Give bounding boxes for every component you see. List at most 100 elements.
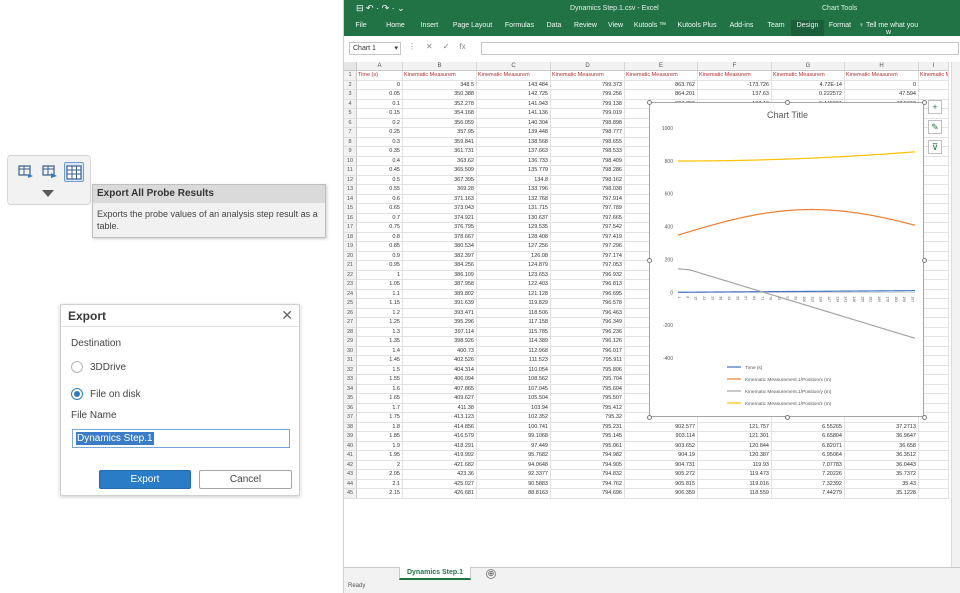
table-cell[interactable]: 418.291 — [403, 441, 477, 451]
radio-file-on-disk[interactable]: File on disk — [71, 388, 141, 400]
table-cell[interactable]: 902.577 — [625, 422, 698, 432]
column-header[interactable]: A — [357, 62, 403, 71]
cancel-icon[interactable]: ✕ — [426, 42, 433, 51]
table-cell[interactable]: 798.533 — [551, 147, 625, 157]
table-cell[interactable]: 1.7 — [357, 403, 403, 413]
radio-circle[interactable] — [71, 361, 83, 373]
table-cell[interactable]: 0.55 — [357, 185, 403, 195]
close-icon[interactable]: ✕ — [281, 307, 293, 323]
table-cell[interactable]: 421.682 — [403, 460, 477, 470]
empty-cell[interactable] — [919, 147, 949, 157]
table-cell[interactable]: 796.126 — [551, 337, 625, 347]
table-cell[interactable]: 2 — [357, 460, 403, 470]
table-cell[interactable] — [698, 413, 772, 423]
table-cell[interactable]: 348.5 — [403, 80, 477, 90]
table-cell[interactable]: 395.296 — [403, 318, 477, 328]
table-cell[interactable]: 0.6 — [357, 194, 403, 204]
empty-cell[interactable] — [919, 90, 949, 100]
resize-handle[interactable] — [647, 258, 652, 263]
select-all-corner[interactable] — [344, 62, 357, 71]
table-cell[interactable]: 118.506 — [477, 308, 551, 318]
empty-cell[interactable] — [919, 365, 949, 375]
table-cell[interactable]: 796.017 — [551, 346, 625, 356]
table-cell[interactable]: 142.725 — [477, 90, 551, 100]
table-cell[interactable]: 123.653 — [477, 270, 551, 280]
table-cell[interactable]: 799.138 — [551, 99, 625, 109]
table-cell[interactable]: 380.534 — [403, 242, 477, 252]
column-header[interactable]: I — [919, 62, 949, 71]
table-cell[interactable]: 112.968 — [477, 346, 551, 356]
row-header[interactable]: 32 — [344, 365, 357, 375]
table-cell[interactable]: 1.45 — [357, 356, 403, 366]
table-cell[interactable]: 0 — [845, 80, 919, 90]
row-header[interactable]: 45 — [344, 489, 357, 499]
table-cell[interactable]: 404.314 — [403, 365, 477, 375]
table-cell[interactable]: 92.3377 — [477, 470, 551, 480]
empty-cell[interactable] — [919, 308, 949, 318]
empty-cell[interactable] — [919, 451, 949, 461]
table-cell[interactable]: 47.594 — [845, 90, 919, 100]
ribbon-tab[interactable]: Page Layout — [452, 22, 493, 29]
table-cell[interactable]: 411.38 — [403, 403, 477, 413]
table-cell[interactable]: 387.958 — [403, 280, 477, 290]
table-cell[interactable]: 35.43 — [845, 479, 919, 489]
row-header[interactable]: 14 — [344, 194, 357, 204]
table-cell[interactable]: 797.419 — [551, 232, 625, 242]
table-cell[interactable]: 794.905 — [551, 460, 625, 470]
row-header[interactable]: 5 — [344, 109, 357, 119]
row-header[interactable]: 10 — [344, 156, 357, 166]
row-header[interactable]: 24 — [344, 289, 357, 299]
table-cell[interactable]: 95.7682 — [477, 451, 551, 461]
row-header[interactable]: 12 — [344, 175, 357, 185]
table-cell[interactable]: 88.8163 — [477, 489, 551, 499]
table-cell[interactable]: 119.016 — [698, 479, 772, 489]
column-header[interactable]: F — [698, 62, 772, 71]
column-header[interactable]: E — [625, 62, 698, 71]
table-cell[interactable]: 118.559 — [698, 489, 772, 499]
table-cell[interactable]: 99.1068 — [477, 432, 551, 442]
empty-cell[interactable] — [919, 185, 949, 195]
empty-cell[interactable] — [919, 441, 949, 451]
empty-cell[interactable] — [919, 166, 949, 176]
table-cell[interactable]: 7.44279 — [772, 489, 845, 499]
table-cell[interactable]: 361.731 — [403, 147, 477, 157]
column-header[interactable]: H — [845, 62, 919, 71]
table-cell[interactable]: 407.865 — [403, 384, 477, 394]
table-cell[interactable]: 419.992 — [403, 451, 477, 461]
header-cell[interactable]: Kinematic Measurem — [625, 71, 698, 81]
table-cell[interactable]: 1.9 — [357, 441, 403, 451]
table-cell[interactable]: 416.579 — [403, 432, 477, 442]
ribbon-tab[interactable]: Kutools Plus — [677, 22, 717, 29]
table-cell[interactable] — [625, 413, 698, 423]
empty-cell[interactable] — [919, 128, 949, 138]
empty-cell[interactable] — [919, 384, 949, 394]
table-cell[interactable]: 798.162 — [551, 175, 625, 185]
empty-cell[interactable] — [919, 318, 949, 328]
table-cell[interactable]: 795.32 — [551, 413, 625, 423]
empty-cell[interactable] — [919, 232, 949, 242]
row-header[interactable]: 8 — [344, 137, 357, 147]
table-cell[interactable]: 1.55 — [357, 375, 403, 385]
table-cell[interactable]: -173.726 — [698, 80, 772, 90]
resize-handle[interactable] — [785, 415, 790, 420]
empty-cell[interactable] — [919, 270, 949, 280]
resize-handle[interactable] — [922, 100, 927, 105]
table-cell[interactable]: 393.471 — [403, 308, 477, 318]
table-cell[interactable]: 7.32392 — [772, 479, 845, 489]
table-cell[interactable]: 1.3 — [357, 327, 403, 337]
table-cell[interactable]: 1.95 — [357, 451, 403, 461]
table-cell[interactable]: 799.373 — [551, 80, 625, 90]
table-cell[interactable]: 795.704 — [551, 375, 625, 385]
header-cell[interactable]: Kinematic Measurem — [477, 71, 551, 81]
empty-cell[interactable] — [919, 213, 949, 223]
table-cell[interactable]: 110.054 — [477, 365, 551, 375]
table-cell[interactable] — [845, 413, 919, 423]
table-cell[interactable]: 102.352 — [477, 413, 551, 423]
empty-cell[interactable] — [919, 337, 949, 347]
ribbon-tab[interactable]: Kutools ™ — [633, 22, 667, 29]
row-header[interactable]: 30 — [344, 346, 357, 356]
table-cell[interactable]: 796.695 — [551, 289, 625, 299]
table-cell[interactable]: 0.65 — [357, 204, 403, 214]
table-cell[interactable]: 139.448 — [477, 128, 551, 138]
table-cell[interactable]: 367.395 — [403, 175, 477, 185]
